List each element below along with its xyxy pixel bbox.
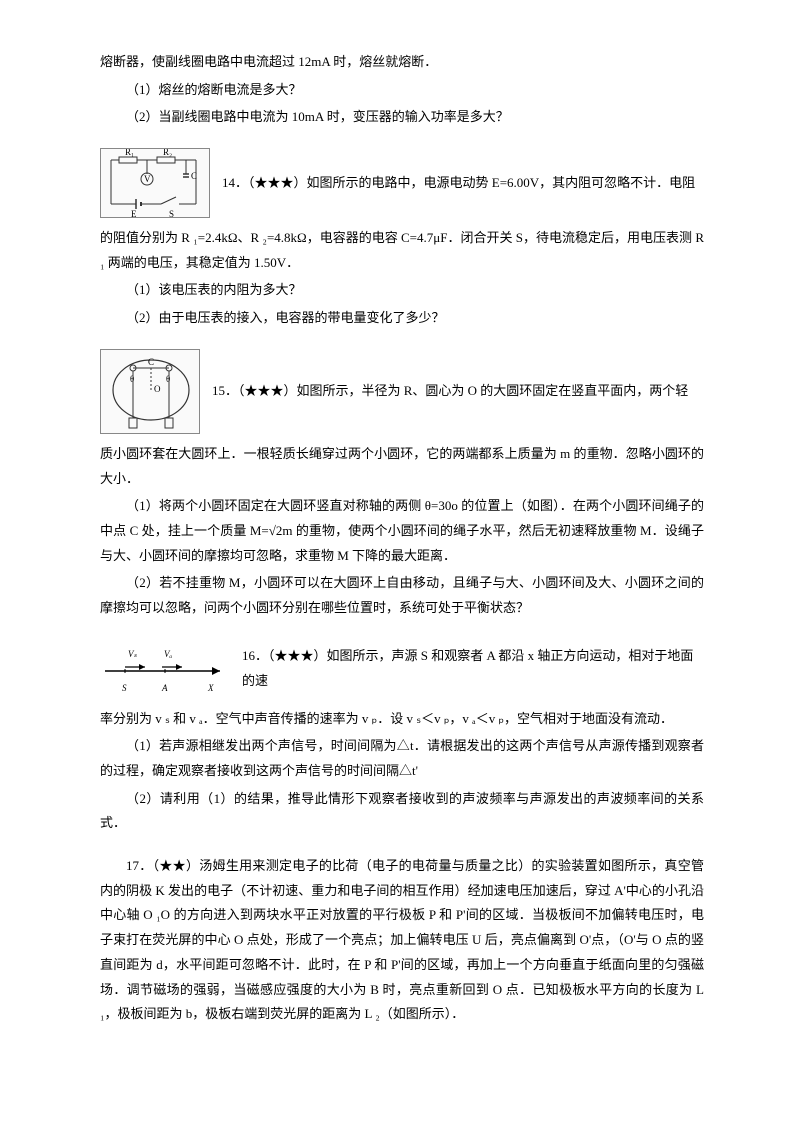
svg-text:V: V — [144, 174, 151, 184]
q16-body1: 率分别为 v ₛ 和 v ₐ．空气中声音传播的速率为 v ₚ．设 v ₛ＜v ₚ… — [100, 707, 704, 732]
svg-text:R₂: R₂ — [163, 149, 172, 157]
sound-axis-diagram-icon: Vₛ Vₐ S A X — [100, 639, 230, 699]
q17-block: 17．（★★）汤姆生用来测定电子的比荷（电子的电荷量与质量之比）的实验装置如图所… — [100, 854, 704, 1027]
q16-intro: 16．（★★★）如图所示，声源 S 和观察者 A 都沿 x 轴正方向运动，相对于… — [242, 644, 704, 693]
q14-block: R₁ R₂ V C E S — [100, 148, 704, 331]
svg-text:E: E — [131, 209, 137, 219]
svg-text:O: O — [154, 384, 161, 394]
q16-sub1: （1）若声源相继发出两个声信号，时间间隔为△t．请根据发出的这两个声信号从声源传… — [100, 734, 704, 783]
svg-text:S: S — [122, 683, 127, 693]
q16-figure-row: Vₛ Vₐ S A X 16．（★★★）如图所示，声源 S 和观察者 A 都沿 … — [100, 639, 704, 699]
q15-intro: 15．（★★★）如图所示，半径为 R、圆心为 O 的大圆环固定在竖直平面内，两个… — [212, 379, 688, 404]
svg-text:X: X — [207, 683, 214, 693]
svg-text:R₁: R₁ — [125, 149, 134, 157]
svg-text:θ: θ — [130, 374, 134, 384]
q15-sub1: （1）将两个小圆环固定在大圆环竖直对称轴的两侧 θ=30o 的位置上（如图）．在… — [100, 494, 704, 568]
q15-body1: 质小圆环套在大圆环上．一根轻质长绳穿过两个小圆环，它的两端都系上质量为 m 的重… — [100, 442, 704, 491]
svg-text:S: S — [169, 209, 174, 219]
q15-figure-row: C O θ θ 15．（★★★）如图所示，半径为 R、圆心为 O 的大圆环固定在… — [100, 349, 704, 434]
q14-intro: 14．（★★★）如图所示的电路中，电源电动势 E=6.00V，其内阻可忽略不计．… — [222, 171, 695, 196]
intro-line1: 熔断器，使副线圈电路中电流超过 12mA 时，熔丝就熔断． — [100, 50, 704, 75]
svg-text:Vₛ: Vₛ — [128, 649, 137, 659]
q16-block: Vₛ Vₐ S A X 16．（★★★）如图所示，声源 S 和观察者 A 都沿 … — [100, 639, 704, 836]
q15-sub2: （2）若不挂重物 M，小圆环可以在大圆环上自由移动，且绳子与大、小圆环间及大、小… — [100, 571, 704, 620]
q14-sub2: （2）由于电压表的接入，电容器的带电量变化了多少？ — [100, 306, 704, 331]
ring-diagram-icon: C O θ θ — [100, 349, 200, 434]
svg-text:A: A — [161, 683, 168, 693]
intro-q2: （2）当副线圈电路中电流为 10mA 时，变压器的输入功率是多大？ — [100, 105, 704, 130]
svg-text:C: C — [148, 357, 154, 367]
q14-sub1: （1）该电压表的内阻为多大？ — [100, 278, 704, 303]
q16-sub2: （2）请利用（1）的结果，推导此情形下观察者接收到的声波频率与声源发出的声波频率… — [100, 787, 704, 836]
circuit-diagram-icon: R₁ R₂ V C E S — [100, 148, 210, 218]
q15-block: C O θ θ 15．（★★★）如图所示，半径为 R、圆心为 O 的大圆环固定在… — [100, 349, 704, 621]
intro-block: 熔断器，使副线圈电路中电流超过 12mA 时，熔丝就熔断． （1）熔丝的熔断电流… — [100, 50, 704, 130]
q14-body1: 的阻值分别为 R ₁=2.4kΩ、R ₂=4.8kΩ，电容器的电容 C=4.7μ… — [100, 226, 704, 275]
svg-text:Vₐ: Vₐ — [164, 649, 172, 659]
intro-q1: （1）熔丝的熔断电流是多大？ — [100, 78, 704, 103]
svg-text:C: C — [191, 171, 197, 181]
svg-text:θ: θ — [166, 374, 170, 384]
q14-figure-row: R₁ R₂ V C E S — [100, 148, 704, 218]
q17-intro: 17．（★★）汤姆生用来测定电子的比荷（电子的电荷量与质量之比）的实验装置如图所… — [100, 854, 704, 1027]
